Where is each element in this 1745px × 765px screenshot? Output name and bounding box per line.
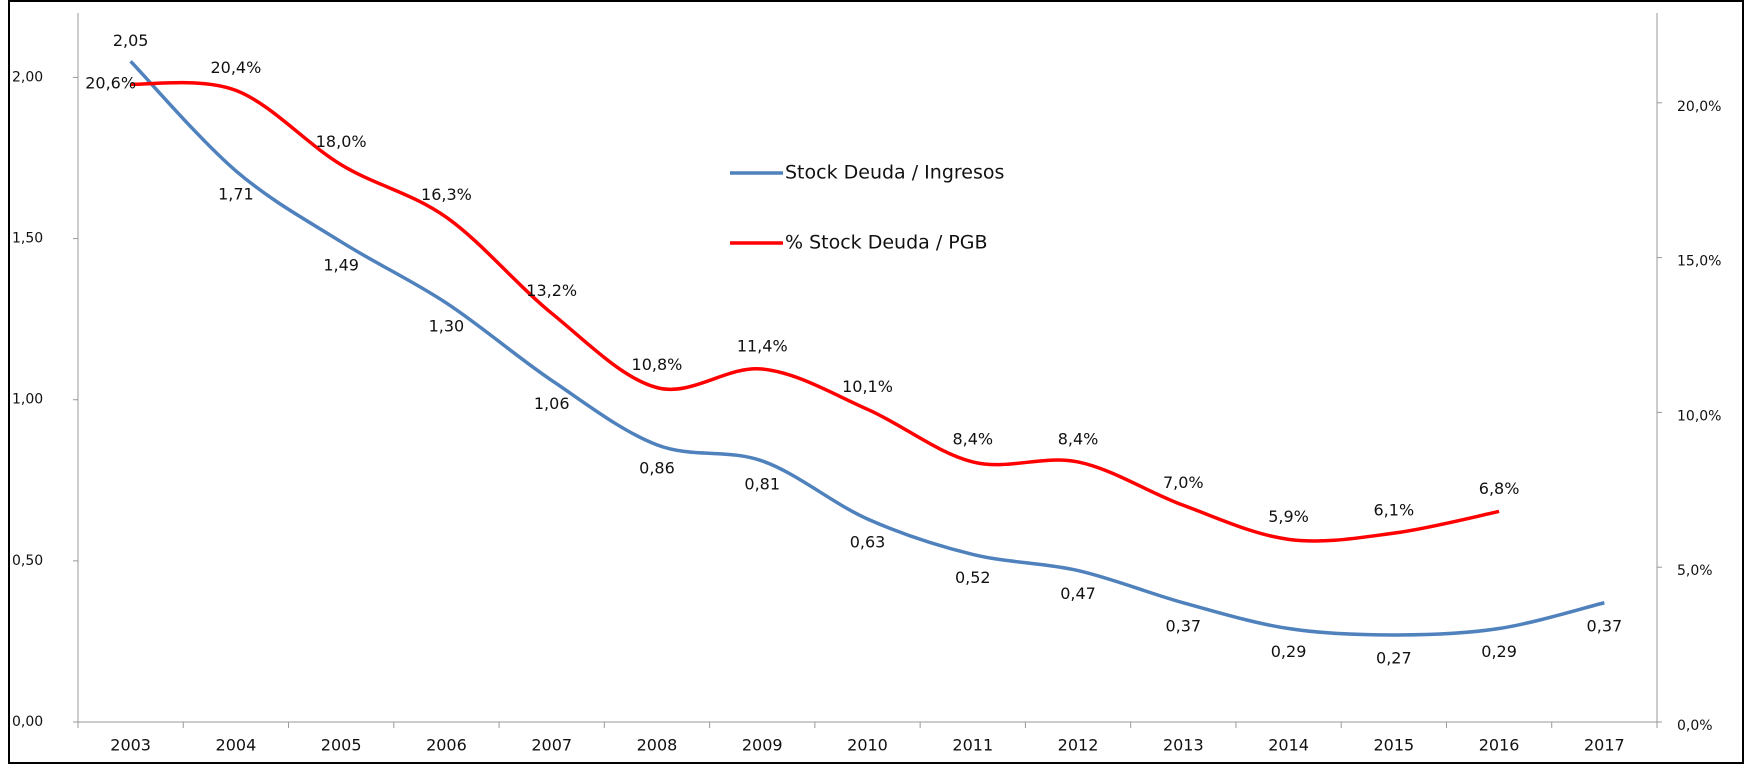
x-tick-label: 2010 [847,736,888,755]
data-label: 20,6% [85,74,136,93]
data-label: 0,52 [955,568,991,587]
y2-tick-label: 20,0% [1677,99,1721,115]
y-tick-label: 1,50 [12,231,43,247]
data-label: 0,29 [1481,642,1517,661]
x-tick-label: 2004 [216,736,257,755]
x-tick-label: 2007 [531,736,572,755]
x-tick-label: 2008 [637,736,678,755]
data-label: 0,37 [1165,616,1201,635]
frame [8,0,1744,764]
data-label: 1,49 [323,255,359,274]
x-tick-label: 2005 [321,736,362,755]
x-tick-label: 2017 [1584,736,1625,755]
legend-label: % Stock Deuda / PGB [785,232,987,254]
x-tick-label: 2006 [426,736,467,755]
data-label: 0,63 [850,532,886,551]
data-label: 6,8% [1479,479,1520,498]
x-tick-label: 2011 [952,736,993,755]
data-label: 20,4% [210,58,261,77]
data-label: 8,4% [952,429,993,448]
data-label: 10,1% [842,377,893,396]
y-tick-label: 2,00 [12,69,43,85]
data-label: 2,05 [113,31,149,50]
data-label: 0,81 [744,474,780,493]
x-tick-label: 2014 [1268,736,1309,755]
data-label: 0,29 [1271,642,1307,661]
data-line [130,80,1500,543]
x-tick-label: 2016 [1479,736,1520,755]
data-label: 18,0% [316,132,367,151]
x-tick-label: 2015 [1373,736,1414,755]
data-label: 1,06 [534,394,570,413]
data-label: 16,3% [421,185,472,204]
y2-tick-label: 5,0% [1677,563,1713,579]
y-tick-label: 0,50 [12,553,43,569]
y-tick-label: 1,00 [12,392,43,408]
data-label: 1,71 [218,184,254,203]
y2-tick-label: 0,0% [1677,718,1713,734]
data-label: 1,30 [429,317,465,336]
x-tick-label: 2009 [742,736,783,755]
data-label: 7,0% [1163,473,1204,492]
data-label: 5,9% [1268,507,1309,526]
data-label: 10,8% [632,355,683,374]
data-line [129,60,1605,637]
x-tick-label: 2013 [1163,736,1204,755]
data-label: 8,4% [1058,429,1099,448]
data-label: 0,47 [1060,584,1096,603]
data-label: 0,27 [1376,648,1412,667]
data-label: 0,37 [1587,616,1623,635]
legend-label: Stock Deuda / Ingresos [785,162,1004,184]
data-label: 0,86 [639,458,675,477]
y2-tick-label: 15,0% [1677,254,1721,270]
data-label: 13,2% [526,281,577,300]
data-label: 11,4% [737,337,788,356]
y2-tick-label: 10,0% [1677,408,1721,424]
x-tick-label: 2003 [110,736,151,755]
x-tick-label: 2012 [1058,736,1099,755]
y-tick-label: 0,00 [12,714,43,730]
data-label: 6,1% [1374,501,1415,520]
